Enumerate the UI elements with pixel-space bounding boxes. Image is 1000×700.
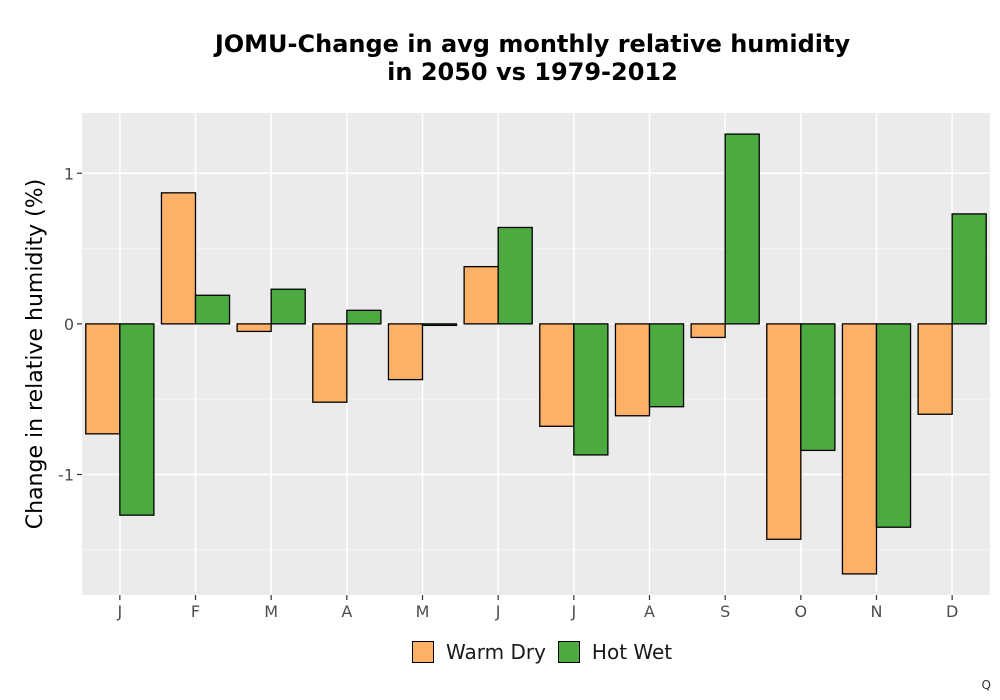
legend-swatch-warm-dry [412,641,434,663]
x-tick-label: A [341,602,352,621]
x-tick-label: D [946,602,958,621]
bar-warm-dry [85,323,121,435]
bar-warm-dry [841,323,878,575]
chart-title-line-1: JOMU-Change in avg monthly relative humi… [214,30,851,58]
chart-title: JOMU-Change in avg monthly relative humi… [0,30,1000,86]
y-axis-title: Change in relative humidity (%) [23,179,48,529]
chart-title-line-2: in 2050 vs 1979-2012 [387,58,678,86]
bar-hot-wet [270,288,306,325]
x-tick-label: O [795,602,808,621]
bar-warm-dry [614,323,651,417]
corner-mark: Q [981,678,991,692]
bar-hot-wet [951,213,987,325]
x-tick-label: M [416,602,430,621]
x-tick-label: F [191,602,200,621]
bar-warm-dry [160,192,197,325]
legend-label-warm-dry: Warm Dry [446,640,546,664]
bar-warm-dry [387,323,424,381]
bar-warm-dry [917,323,953,415]
bar-hot-wet [194,294,231,325]
bar-warm-dry [690,323,726,339]
bar-hot-wet [800,323,836,452]
legend: Warm Dry Hot Wet [412,640,684,664]
y-tick-label: 1 [64,164,74,183]
bar-hot-wet [346,309,382,325]
x-tick-label: M [264,602,278,621]
bar-warm-dry [236,323,272,333]
x-tick-label: N [871,602,883,621]
y-tick-label: 0 [64,315,74,334]
legend-label-hot-wet: Hot Wet [591,640,673,664]
legend-item-warm-dry: Warm Dry [412,640,546,664]
bar-warm-dry [766,323,802,540]
x-tick-label: J [570,602,576,621]
x-tick-label: S [720,602,730,621]
bar-hot-wet [573,323,609,456]
x-tick-label: J [495,602,501,621]
bar-warm-dry [539,323,575,427]
legend-item-hot-wet: Hot Wet [557,640,673,664]
bar-hot-wet [421,323,458,327]
bar-warm-dry [463,265,499,325]
bar-hot-wet [119,323,155,516]
bar-hot-wet [497,226,533,325]
bar-hot-wet [648,323,685,408]
bar-hot-wet [875,323,912,528]
y-tick-label: -1 [58,466,74,485]
bar-warm-dry [312,323,348,403]
x-tick-label: J [116,602,122,621]
bar-hot-wet [724,133,760,325]
plot-panel [82,113,990,595]
x-tick-label: A [644,602,655,621]
legend-swatch-hot-wet [557,641,580,663]
